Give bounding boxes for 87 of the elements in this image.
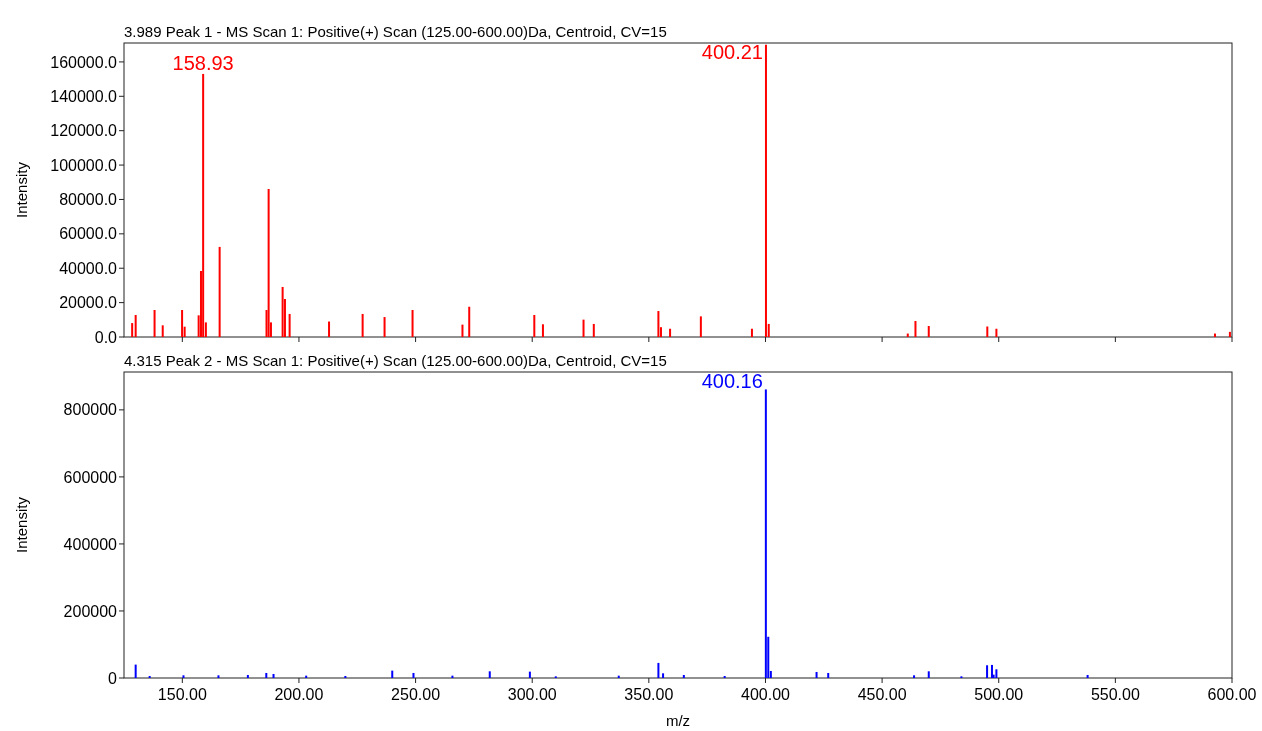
bar: [181, 310, 184, 337]
bar: [533, 314, 536, 337]
x-tick-label: 450.00: [857, 686, 907, 703]
x-tick-label: 300.00: [507, 686, 557, 703]
bar: [927, 671, 930, 678]
y-tick-label: 160000.0: [50, 53, 118, 71]
y-tick-label: 200000: [63, 602, 118, 620]
bar: [468, 306, 471, 337]
x-tick-label: 400.00: [741, 686, 791, 703]
bar: [986, 665, 989, 678]
bar: [986, 326, 989, 337]
annotation: 400.21: [701, 41, 763, 63]
y-tick-label: 600000: [63, 468, 118, 486]
bar: [1086, 674, 1089, 678]
y-tick-label: 40000.0: [59, 259, 118, 277]
bar: [134, 664, 137, 678]
bar: [412, 672, 415, 678]
y-tick-label: 120000.0: [50, 122, 118, 140]
bar: [682, 674, 685, 678]
bar: [131, 323, 134, 337]
annotation: 158.93: [172, 51, 234, 74]
bar: [582, 319, 585, 337]
bar: [153, 310, 156, 337]
x-tick-label: 350.00: [624, 686, 674, 703]
bar: [995, 669, 998, 678]
bar: [246, 674, 249, 678]
bar: [995, 328, 998, 337]
bar: [764, 44, 767, 337]
bar: [990, 664, 993, 678]
x-tick-label: 200.00: [274, 686, 324, 703]
bar: [592, 323, 595, 337]
bar: [288, 313, 291, 337]
bar: [723, 675, 726, 678]
x-tick-label: 150.00: [157, 686, 207, 703]
bar: [344, 675, 347, 678]
y-tick-label: 400000: [63, 535, 118, 553]
bar: [411, 310, 414, 337]
y-tick-label: 20000.0: [59, 294, 118, 312]
x-axis-title: m/z: [665, 712, 691, 729]
bar: [217, 675, 220, 678]
x-tick-label: 550.00: [1090, 686, 1140, 703]
y-tick-label: 60000.0: [59, 225, 118, 243]
bar: [272, 673, 275, 678]
bar: [461, 324, 464, 337]
x-tick-label: 600.00: [1207, 686, 1257, 703]
bar: [699, 316, 702, 337]
bar: [1228, 331, 1231, 337]
bar: [383, 317, 386, 337]
bar: [134, 314, 137, 337]
bar: [815, 671, 818, 678]
bar: [927, 326, 930, 337]
bar: [202, 73, 205, 337]
bar: [914, 321, 917, 337]
bar: [750, 328, 753, 337]
bar: [361, 313, 364, 337]
bar: [281, 286, 284, 337]
y-tick-label: 0.0: [94, 328, 118, 346]
bar: [265, 672, 268, 678]
y-tick-label: 800000: [63, 401, 118, 419]
x-tick-label: 500.00: [974, 686, 1024, 703]
y-tick-label: 80000.0: [59, 191, 118, 209]
chart-title: 3.989 Peak 1 - MS Scan 1: Positive(+) Scan (125.00-600.00)Da, Centroid, CV=15: [124, 23, 667, 40]
bar: [528, 671, 531, 678]
annotation: 400.16: [701, 370, 763, 392]
y-axis-title: Intensity: [13, 161, 30, 218]
bar: [662, 673, 665, 678]
y-tick-label: 0: [108, 669, 118, 687]
bar: [182, 675, 185, 678]
y-tick-label: 140000.0: [50, 87, 118, 105]
bar: [827, 672, 830, 678]
bar: [161, 325, 164, 337]
bar: [657, 311, 660, 337]
x-tick-label: 250.00: [391, 686, 441, 703]
bar: [541, 324, 544, 337]
chart-title: 4.315 Peak 2 - MS Scan 1: Positive(+) Scan (125.00-600.00)Da, Centroid, CV=15: [124, 352, 667, 369]
bar: [913, 675, 916, 678]
bar: [148, 675, 151, 678]
y-tick-label: 100000.0: [50, 156, 118, 174]
y-axis-title: Intensity: [13, 496, 30, 553]
bar: [488, 671, 491, 678]
bar: [669, 328, 672, 337]
bar: [267, 188, 270, 337]
bar: [391, 670, 394, 678]
bar: [764, 389, 767, 678]
bar: [328, 321, 331, 337]
bar: [657, 662, 660, 678]
bar: [218, 246, 221, 337]
